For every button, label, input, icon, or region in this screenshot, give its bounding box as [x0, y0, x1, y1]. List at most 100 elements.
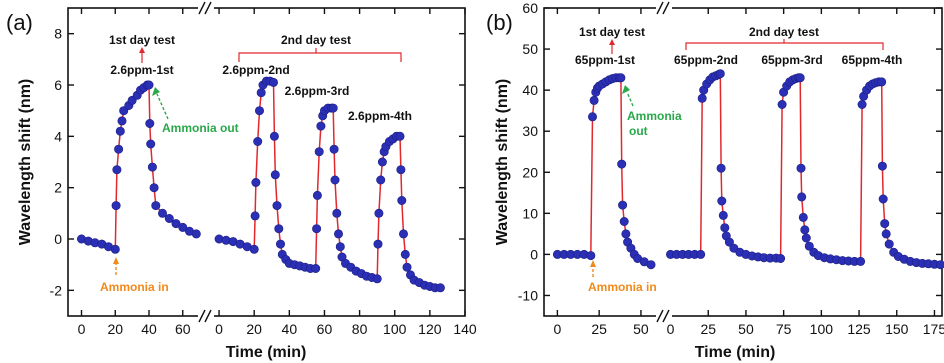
panel-a-data-point: [316, 121, 326, 131]
panel-a-data-point: [376, 175, 386, 185]
panel-a-axis-break: [198, 1, 214, 323]
panel-a-ammonia-out-label: Ammonia out: [162, 121, 239, 135]
panel-a-data-point: [270, 170, 280, 180]
panel-b-data-point: [724, 237, 734, 247]
panel-a-data-point: [249, 244, 259, 254]
panel-a-data-point: [372, 274, 382, 284]
panel-b-data-point: [801, 233, 811, 243]
panel-a-data-point: [398, 229, 408, 239]
panel-a-data-point: [312, 224, 322, 234]
panel-a-ytick-label: 0: [54, 231, 62, 247]
panel-b-ammonia-out-arrowhead: [622, 85, 630, 94]
panel-a-xtick-label: 20: [246, 321, 262, 337]
panel-a-data-point: [146, 139, 156, 149]
panel-a-data-point: [377, 157, 387, 167]
panel-a-run4-label: 2.6ppm-4th: [348, 109, 412, 123]
panel-b-plot: [552, 69, 944, 270]
panel-b: (b) -10 0 10 20 30 40 50 60 0 25 50 0 25 50 75 100 125 15…: [486, 0, 944, 361]
panel-a-data-point: [272, 201, 282, 211]
panel-b-first-day-label: 1st day test: [579, 25, 645, 39]
panel-b-ylabel: Wavelength shift (nm): [494, 79, 511, 246]
panel-b-data-point: [716, 163, 726, 173]
panel-b-data-point: [877, 161, 887, 171]
panel-a-data-point: [144, 80, 154, 90]
panel-a-ytick-label: 2: [54, 180, 62, 196]
panel-b-xtick-label: 50: [738, 321, 754, 337]
panel-b-data-point: [621, 229, 631, 239]
panel-a-xtick-label: 120: [418, 321, 442, 337]
panel-a-ammonia-out-arrow: [156, 93, 169, 120]
panel-b-data-point: [857, 100, 867, 110]
panel-b-data-point: [804, 241, 814, 251]
panel-a-data-point: [110, 244, 120, 254]
panel-a-data-point: [395, 131, 405, 141]
panel-b-axis-break: [656, 1, 672, 323]
panel-a-data-point: [402, 262, 412, 272]
panel-a-xtick-label: 20: [107, 321, 123, 337]
panel-b-ytick-label: 40: [522, 82, 538, 98]
panel-b-data-point: [586, 251, 596, 261]
panel-a-ytick-label: 6: [54, 77, 62, 93]
panel-b-xlabel: Time (min): [695, 344, 776, 361]
panel-b-xtick-label: 25: [700, 321, 716, 337]
panel-a-data-point: [145, 119, 155, 129]
panel-b-second-day-label: 2nd day test: [749, 25, 819, 39]
panel-a-data-point: [274, 224, 284, 234]
panel-b-data-point: [796, 163, 806, 173]
panel-b-data-point: [717, 196, 727, 206]
panel-a-data-point: [312, 190, 322, 200]
panel-b-data-point: [777, 100, 787, 110]
panel-a-xtick-label: 40: [282, 321, 298, 337]
panel-a-data-point: [314, 147, 324, 157]
panel-b-data-point: [646, 260, 656, 270]
panel-a-first-day-label: 1st day test: [109, 33, 175, 47]
panel-b-ytick-label: 50: [522, 41, 538, 57]
panel-b-run2-label: 65ppm-2nd: [674, 53, 738, 67]
panel-b-xtick-label: 75: [776, 321, 792, 337]
panel-b-ammonia-out-arrow: [626, 91, 634, 107]
panel-a-data-point: [256, 88, 266, 98]
panel-b-data-point: [798, 212, 808, 222]
panel-a-data-point: [373, 239, 383, 249]
panel-a-data-point: [171, 219, 181, 229]
panel-a-ammonia-in-arrowhead: [113, 257, 119, 264]
panel-b-xtick-label: 0: [553, 321, 561, 337]
panel-a-xtick-label: 0: [78, 321, 86, 337]
panel-a-ytick-label: 4: [54, 128, 62, 144]
panel-b-ytick-label: 0: [530, 246, 538, 262]
panel-a-data-point: [311, 263, 321, 273]
panel-a-frame: [67, 7, 466, 317]
panel-b-run4-label: 65ppm-4th: [842, 53, 903, 67]
panel-b-data-point: [936, 260, 944, 270]
panel-a-ytick-label: -2: [50, 282, 63, 298]
panel-b-data-point: [616, 73, 626, 83]
panel-b-ytick-label: 10: [522, 205, 538, 221]
panel-b-data-point: [589, 95, 599, 105]
panel-b-data-point: [715, 69, 725, 79]
panel-b-ytick-label: 60: [522, 0, 538, 16]
panel-b-data-point: [617, 159, 627, 169]
panel-b-ammonia-in-arrowhead: [590, 260, 596, 267]
panel-a-data-point: [111, 201, 121, 211]
panel-a-second-day-bracket: [238, 52, 402, 62]
panel-a-data-point: [147, 162, 157, 172]
panel-a-xtick-label: 140: [453, 321, 477, 337]
panel-b-xtick-label: 150: [885, 321, 909, 337]
panel-a-data-point: [335, 242, 345, 252]
panel-b-xtick-label: 50: [633, 321, 649, 337]
panel-a-data-point: [149, 183, 159, 193]
panel-a-data-point: [333, 229, 343, 239]
panel-a-xtick-label: 60: [175, 321, 191, 337]
panel-b-second-day-bracket: [685, 42, 884, 50]
panel-b-data-point: [720, 223, 730, 233]
panel-a-data-point: [164, 214, 174, 224]
panel-a-data-point: [178, 222, 188, 232]
panel-b-data-point: [881, 229, 891, 239]
panel-a-xtick-label: 60: [317, 321, 333, 337]
panel-a-data-point: [268, 77, 278, 87]
panel-b-ammonia-in-label: Ammonia in: [588, 280, 657, 294]
panel-b-data-point: [884, 239, 894, 249]
panel-b-data-point: [618, 200, 628, 210]
panel-a-data-point: [328, 103, 338, 113]
